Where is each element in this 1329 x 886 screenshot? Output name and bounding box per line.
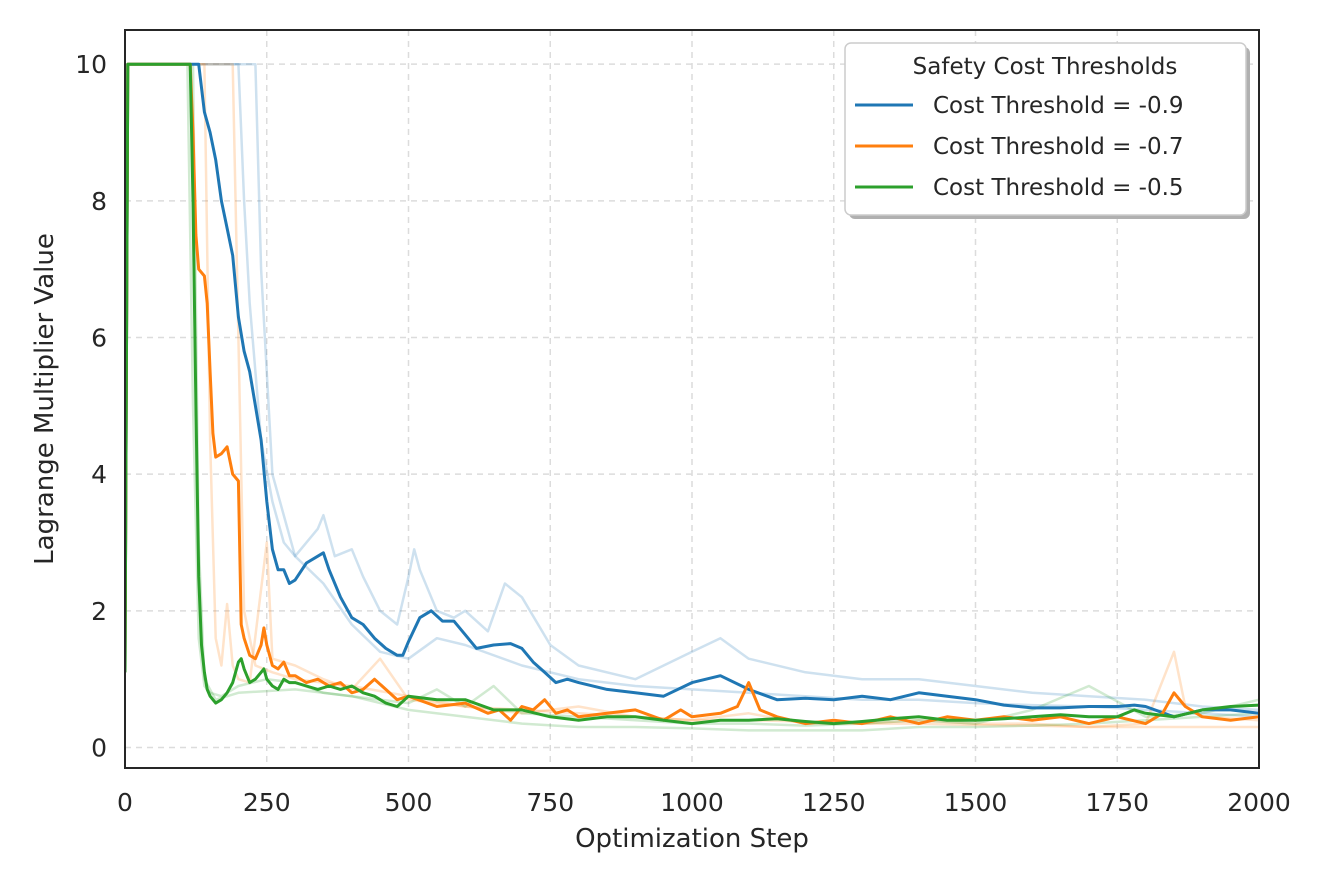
legend-label: Cost Threshold = -0.9 <box>933 93 1184 119</box>
series-line <box>125 62 1259 726</box>
y-axis-label: Lagrange Multiplier Value <box>30 233 60 565</box>
legend-label: Cost Threshold = -0.7 <box>933 134 1184 160</box>
y-tick-label: 8 <box>91 187 107 216</box>
x-tick-label: 0 <box>117 788 133 817</box>
x-axis-ticks: 0 250 500 750 1000 1250 1500 1750 2000 <box>117 788 1291 817</box>
x-tick-label: 250 <box>243 788 291 817</box>
individual-run-line <box>125 62 1259 719</box>
series-lines <box>125 62 1259 726</box>
individual-run-line <box>125 62 1259 729</box>
legend-title: Safety Cost Thresholds <box>913 54 1178 80</box>
y-tick-label: 0 <box>91 734 107 763</box>
legend-box <box>844 42 1247 216</box>
y-tick-label: 4 <box>91 460 107 489</box>
x-tick-label: 1500 <box>944 788 1008 817</box>
individual-run-line <box>125 62 1259 729</box>
series-line <box>125 62 1259 719</box>
plot-frame <box>124 29 1260 769</box>
y-axis-ticks: 0 2 4 6 8 10 <box>75 50 107 762</box>
y-tick-label: 2 <box>91 597 107 626</box>
x-tick-label: 750 <box>526 788 574 817</box>
x-tick-label: 1000 <box>660 788 724 817</box>
y-tick-label: 6 <box>91 324 107 353</box>
y-tick-label: 10 <box>75 50 107 79</box>
individual-run-line <box>125 62 1259 712</box>
legend: Safety Cost Thresholds Cost Threshold = … <box>844 42 1250 219</box>
x-tick-label: 500 <box>385 788 433 817</box>
individual-run-line <box>125 62 1259 727</box>
series-line <box>125 62 1259 726</box>
x-axis-label: Optimization Step <box>575 824 809 854</box>
legend-label: Cost Threshold = -0.5 <box>933 175 1184 201</box>
x-tick-label: 2000 <box>1227 788 1291 817</box>
x-tick-label: 1750 <box>1085 788 1149 817</box>
x-tick-label: 1250 <box>802 788 866 817</box>
